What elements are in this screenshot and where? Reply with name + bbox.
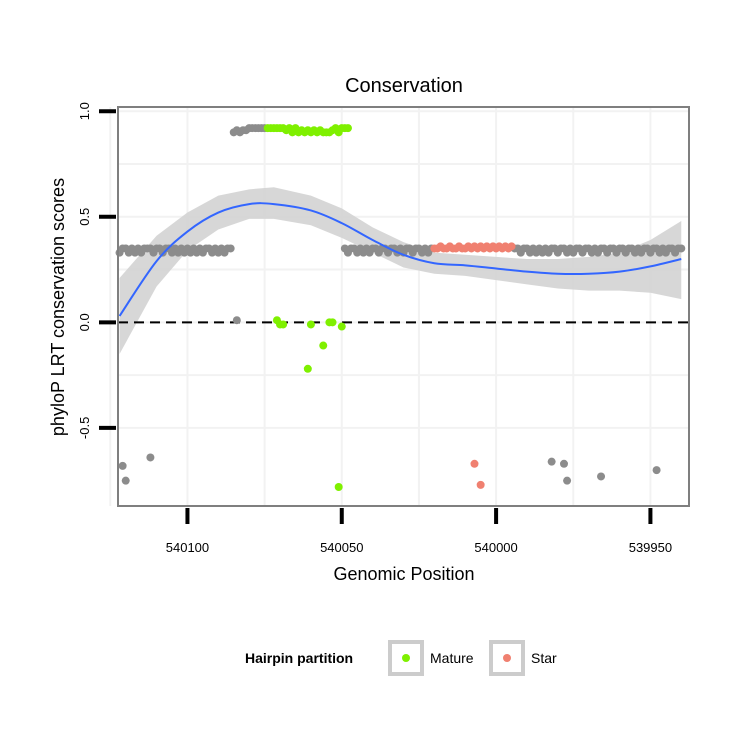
x-axis-title: Genomic Position <box>333 564 474 584</box>
point-other <box>232 316 241 325</box>
point-star <box>476 480 485 489</box>
y-axis-title: phyloP LRT conservation scores <box>48 178 68 436</box>
point-other <box>563 476 572 485</box>
point-other <box>547 457 556 466</box>
point-other <box>559 459 568 468</box>
chart-title: Conservation <box>345 75 463 97</box>
point-other <box>121 476 130 485</box>
x-tick-label: 540100 <box>166 540 209 555</box>
point-star <box>470 459 479 468</box>
legend-title: Hairpin partition <box>245 650 353 666</box>
point-other <box>226 244 235 253</box>
y-axis-ticks: -0.5 0.0 0.5 1.0 <box>77 102 116 439</box>
legend-label-mature: Mature <box>430 650 474 666</box>
point-mature <box>303 364 312 373</box>
legend-label-star: Star <box>531 650 557 666</box>
point-other <box>652 466 661 475</box>
y-tick-label: 0.5 <box>77 208 92 226</box>
x-tick-label: 540000 <box>474 540 517 555</box>
point-mature <box>328 318 337 327</box>
y-tick-label: 1.0 <box>77 102 92 120</box>
legend-marker-star <box>503 654 511 662</box>
point-mature <box>279 320 288 329</box>
point-other <box>146 453 155 462</box>
confidence-ribbon-layer <box>119 187 682 354</box>
point-other <box>677 244 686 253</box>
data-points <box>115 124 686 491</box>
confidence-ribbon <box>119 187 682 354</box>
point-star <box>507 242 516 251</box>
x-tick-label: 539950 <box>629 540 672 555</box>
point-mature <box>306 320 315 329</box>
point-mature <box>343 124 352 133</box>
point-mature <box>334 483 343 491</box>
point-mature <box>337 322 346 331</box>
point-other <box>118 461 127 470</box>
x-axis-ticks: 540100 540050 540000 539950 <box>166 508 672 555</box>
y-tick-label: -0.5 <box>77 417 92 439</box>
point-other <box>597 472 606 481</box>
smooth-line-layer <box>118 202 682 317</box>
panel-border <box>117 106 690 507</box>
grid-lines <box>109 107 689 506</box>
legend-marker-mature <box>402 654 410 662</box>
legend: Hairpin partition Mature Star <box>245 640 557 676</box>
smooth-trend-line <box>118 202 682 317</box>
point-mature <box>319 341 328 350</box>
x-tick-label: 540050 <box>320 540 363 555</box>
y-tick-label: 0.0 <box>77 313 92 331</box>
